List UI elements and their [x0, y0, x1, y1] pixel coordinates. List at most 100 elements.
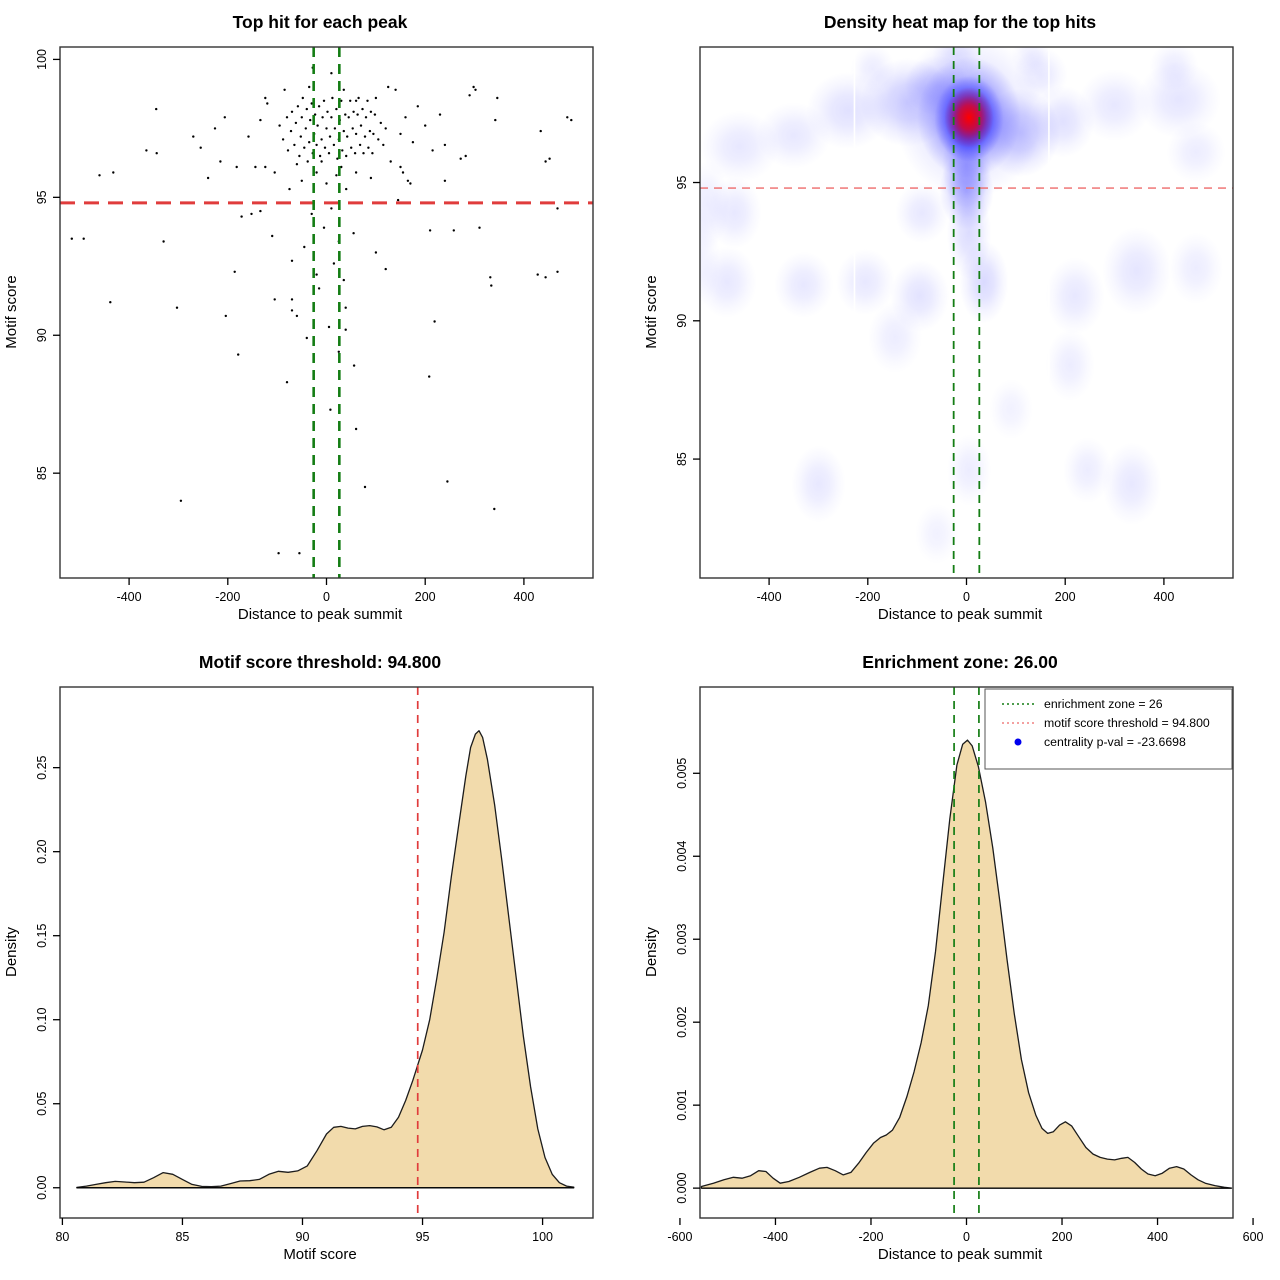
scatter-point	[283, 88, 286, 92]
panel-top-hit-scatter: -400 -200 0 200 400 85 90 95 100	[0, 0, 640, 640]
x-tick-label: 200	[1052, 1230, 1073, 1244]
blue-density-blob	[835, 248, 895, 316]
scatter-point	[354, 171, 358, 174]
scatter-point	[342, 278, 345, 282]
y-tick-label: 0.002	[675, 1007, 689, 1038]
x-tick-label: -400	[757, 590, 782, 604]
scatter-point	[342, 129, 345, 133]
scatter-point	[301, 96, 304, 100]
scatter-point	[536, 273, 539, 276]
scatter-point	[354, 132, 358, 136]
blue-density-blob	[1102, 226, 1172, 316]
x-tick-label: -200	[215, 590, 240, 604]
scatter-point	[235, 165, 238, 169]
scatter-point	[250, 212, 253, 216]
scatter-point	[317, 105, 321, 108]
scatter-point	[409, 182, 412, 185]
scatter-point	[377, 138, 380, 141]
y-tick-label: 0.005	[675, 758, 689, 789]
scatter-point	[289, 129, 293, 133]
scatter-point	[396, 198, 400, 202]
scatter-point	[318, 154, 322, 158]
panel-density-heatmap: -400 -200 0 200 400 85 90 95	[640, 0, 1280, 640]
scatter-point	[335, 107, 338, 111]
scatter-point	[493, 507, 496, 511]
panel-title: Motif score threshold: 94.800	[198, 652, 442, 672]
scatter-point	[300, 116, 303, 119]
scatter-point	[336, 157, 339, 160]
scatter-point	[295, 163, 299, 166]
scatter-point	[317, 287, 321, 290]
scatter-point	[346, 135, 349, 138]
y-tick-label: 0.10	[35, 1008, 49, 1032]
scatter-point	[333, 127, 337, 130]
density-curve	[76, 730, 575, 1189]
scatter-point	[369, 110, 373, 114]
scatter-point	[308, 85, 311, 89]
scatter-point	[294, 121, 298, 125]
scatter-point	[566, 116, 569, 119]
x-tick-label: 80	[55, 1230, 69, 1244]
blue-density-blob	[1045, 329, 1095, 401]
scatter-point	[330, 72, 333, 75]
scatter-point	[340, 99, 343, 103]
x-tick-label: 90	[296, 1230, 310, 1244]
scatter-point	[384, 267, 387, 271]
scatter-point	[556, 270, 559, 273]
scatter-point	[155, 107, 158, 111]
scatter-point	[335, 174, 338, 177]
scatter-point	[379, 121, 382, 125]
panel-enrichment-zone-density: -600 -400 -200 0 200 400 600 0.000 0.001 0.002 0.0…	[640, 640, 1280, 1280]
blue-density-blob	[700, 207, 720, 307]
scatter-point	[384, 127, 387, 130]
scatter-point	[273, 298, 276, 301]
y-tick-label: 90	[675, 314, 689, 328]
blue-density-blob	[850, 47, 895, 95]
scatter-point	[315, 273, 318, 276]
scatter-point	[363, 485, 367, 489]
scatter-point	[206, 176, 210, 180]
scatter-point	[340, 165, 343, 169]
scatter-point	[98, 174, 101, 177]
scatter-point	[237, 353, 240, 356]
scatter-point	[342, 88, 345, 92]
scatter-point	[330, 207, 333, 210]
scatter-point	[344, 113, 347, 116]
x-axis-label: Motif score	[283, 1246, 357, 1263]
scatter-point	[278, 124, 281, 127]
scatter-point	[320, 138, 323, 141]
scatter-point	[399, 132, 402, 136]
blue-density-blob	[1168, 232, 1224, 305]
scatter-point	[366, 99, 369, 103]
legend-label: motif score threshold = 94.800	[1044, 716, 1210, 730]
x-tick-label: -600	[667, 1230, 692, 1244]
scatter-point	[162, 240, 165, 243]
y-tick-label: 0.004	[675, 841, 689, 872]
scatter-point	[349, 99, 352, 103]
scatter-point	[240, 215, 243, 218]
scatter-point	[490, 284, 493, 287]
scatter-point	[371, 152, 374, 155]
x-tick-label: 0	[323, 590, 330, 604]
scatter-point	[431, 149, 434, 152]
scatter-point	[331, 96, 334, 100]
scatter-point	[354, 99, 358, 103]
scatter-point	[285, 116, 289, 119]
scatter-point	[293, 143, 296, 147]
blue-density-blob	[959, 240, 1009, 324]
blue-density-blob	[894, 182, 950, 244]
scatter-point	[303, 146, 306, 149]
scatter-point	[406, 179, 410, 182]
scatter-point	[266, 102, 269, 105]
scatter-point	[327, 152, 331, 155]
scatter-point	[299, 135, 302, 138]
scatter-point	[290, 259, 294, 262]
scatter-point	[459, 157, 462, 160]
blue-density-blob	[791, 445, 846, 523]
scatter-point	[367, 146, 370, 149]
scatter-point	[109, 301, 112, 304]
panel-title: Top hit for each peak	[232, 12, 408, 32]
y-axis-label: Motif score	[3, 275, 20, 349]
scatter-point	[494, 118, 497, 122]
x-tick-label: -200	[855, 590, 880, 604]
